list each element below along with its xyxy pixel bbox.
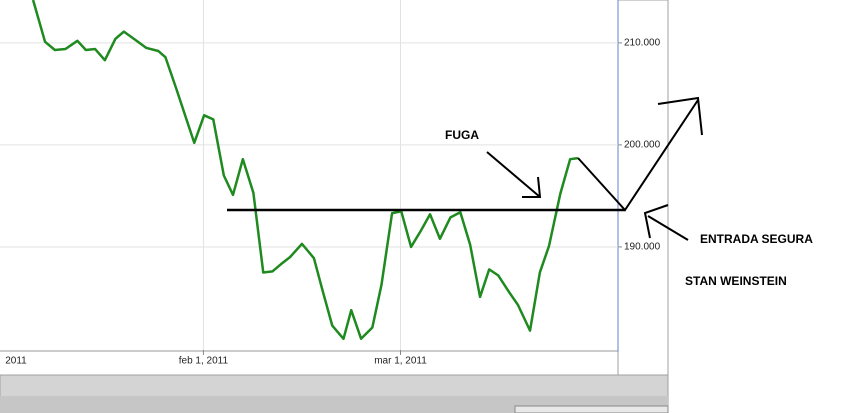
- annotation: ENTRADA SEGURA: [700, 232, 813, 246]
- arrow-up: [577, 96, 703, 212]
- y-tick-label: 190.000: [624, 242, 661, 253]
- y-tick-label: 200.000: [624, 140, 661, 151]
- y-tick-label: 210.000: [624, 37, 661, 48]
- plot-area: 190.000 200.000 210.000 2011 feb 1, 2011 mar …: [0, 0, 661, 367]
- axis-panel: [617, 0, 669, 376]
- scrollbar-track[interactable]: [0, 396, 668, 413]
- x-tick-label: feb 1, 2011: [179, 356, 229, 367]
- annotation: STAN WEINSTEIN: [685, 274, 787, 288]
- arrows: [486, 96, 703, 241]
- annotation: FUGA: [445, 128, 479, 142]
- data-line: [31, 0, 579, 341]
- x-tick-label: mar 1, 2011: [374, 356, 427, 367]
- arrow-entrada: [643, 204, 689, 241]
- scrollbar-thumb[interactable]: [514, 405, 669, 413]
- x-tick-label: 2011: [5, 356, 27, 367]
- arrow-fuga: [486, 151, 542, 198]
